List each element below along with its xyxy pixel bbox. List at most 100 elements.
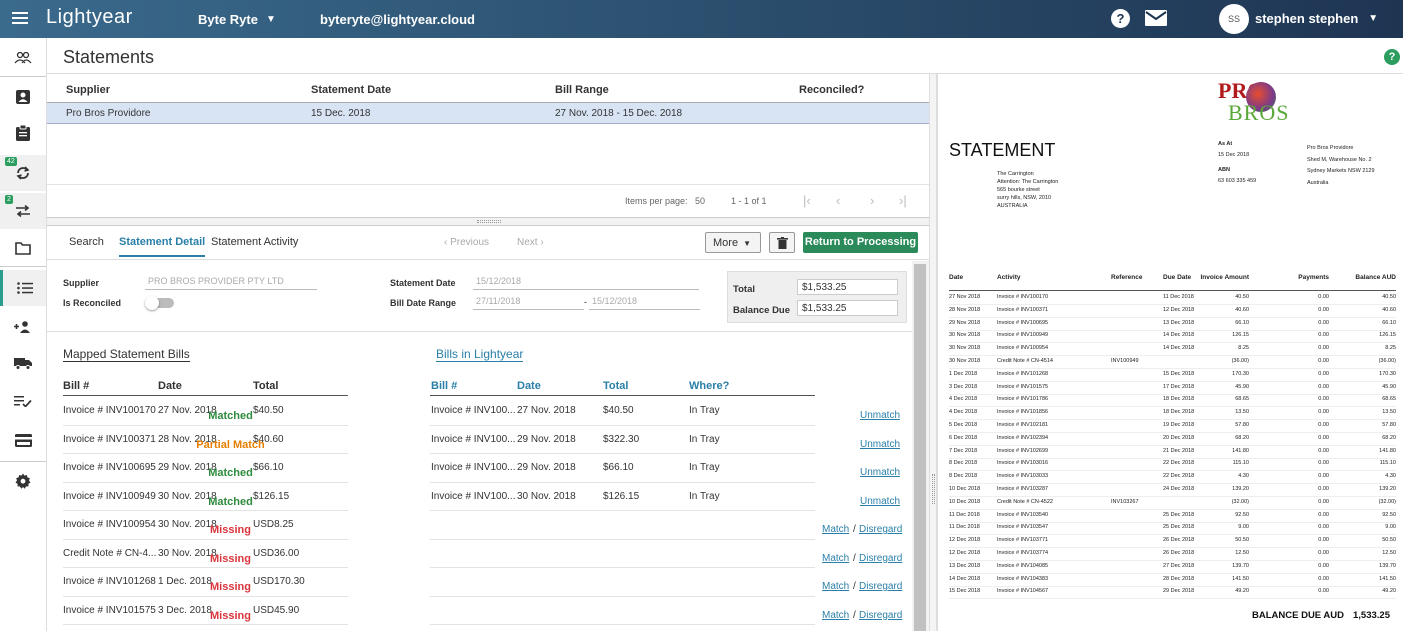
doc-col-header: Date	[949, 274, 964, 281]
contacts-icon[interactable]	[0, 40, 46, 76]
chevron-down-icon: ▼	[1368, 13, 1379, 24]
doc-cell: 27 Dec 2018	[1163, 562, 1195, 569]
avatar[interactable]: SS	[1219, 4, 1249, 34]
scrollbar[interactable]	[912, 261, 929, 631]
chevron-left-icon: ‹	[444, 237, 451, 248]
disregard-link[interactable]: Disregard	[859, 581, 903, 592]
unmatch-link[interactable]: Unmatch	[860, 495, 901, 507]
lightyear-bills-title[interactable]: Bills in Lightyear	[436, 347, 524, 362]
table-row[interactable]: Pro Bros Providore 15 Dec. 2018 27 Nov. …	[47, 103, 929, 124]
row-range: 27 Nov. 2018 - 15 Dec. 2018	[555, 108, 683, 119]
delete-button[interactable]	[769, 232, 795, 253]
ly-bill-where: In Tray	[689, 462, 720, 473]
items-per-page-select[interactable]: 50	[695, 196, 706, 206]
match-status: Matched	[208, 467, 253, 479]
match-link[interactable]: Match	[822, 524, 850, 535]
disregard-link[interactable]: Disregard	[859, 609, 903, 621]
supplier-field[interactable]: PRO BROS PROVIDER PTY LTD	[145, 276, 317, 290]
disregard-link[interactable]: Disregard	[859, 552, 903, 564]
clipboard-icon[interactable]	[0, 115, 46, 151]
menu-icon[interactable]	[12, 11, 28, 25]
unmatch-link[interactable]: Unmatch	[860, 467, 901, 478]
doc-cell: 13 Dec 2018	[1163, 319, 1195, 326]
splitter-handle[interactable]	[47, 218, 929, 226]
ly-col-bill: Bill #	[431, 380, 458, 392]
mapped-col-total: Total	[253, 380, 279, 392]
prev-page-icon[interactable]: ‹	[836, 193, 841, 208]
doc-cell: 10 Dec 2018	[949, 486, 981, 492]
mapped-bill-date: 29 Nov. 2018	[158, 462, 217, 473]
doc-cell: 139.70	[1232, 562, 1249, 569]
checklist-icon[interactable]	[0, 383, 46, 419]
reconciled-toggle[interactable]	[145, 296, 174, 310]
doc-cell: 13 Dec 2018	[949, 562, 981, 569]
pane-divider[interactable]	[929, 74, 937, 631]
app-logo[interactable]: Lightyear	[46, 6, 133, 28]
doc-cell: 92.50	[1235, 511, 1249, 518]
mail-icon[interactable]	[1145, 10, 1167, 26]
doc-cell: 0.00	[1318, 511, 1329, 518]
match-link[interactable]: Match	[822, 552, 850, 564]
ly-bill-total: $40.50	[603, 405, 634, 416]
doc-cell: 24 Dec 2018	[1163, 486, 1195, 492]
doc-cell: 170.30	[1232, 370, 1249, 377]
to-line: The Carrington	[997, 171, 1034, 177]
disregard-link[interactable]: Disregard	[859, 524, 903, 535]
doc-cell: 68.20	[1235, 434, 1249, 441]
doc-cell: Invoice # INV102394	[997, 434, 1049, 441]
from-line: Australia	[1307, 179, 1329, 186]
help-icon[interactable]: ?	[1111, 9, 1130, 28]
next-button[interactable]: Next ›	[517, 237, 544, 248]
doc-cell: 139.20	[1379, 486, 1396, 492]
user-menu[interactable]: stephen stephen ▼	[1255, 11, 1378, 26]
last-page-icon[interactable]: ›|	[899, 193, 907, 208]
doc-cell: 22 Dec 2018	[1163, 473, 1195, 480]
tab-statement-activity[interactable]: Statement Activity	[211, 236, 299, 248]
col-statement-date[interactable]: Statement Date	[311, 84, 392, 96]
org-switcher[interactable]: Byte Ryte ▼	[198, 12, 276, 27]
sync-icon[interactable]: 42	[0, 155, 46, 191]
doc-cell: 40.60	[1382, 306, 1396, 313]
col-reconciled[interactable]: Reconciled?	[799, 84, 865, 96]
truck-icon[interactable]	[0, 345, 46, 381]
left-nav: 42 2	[0, 38, 47, 631]
first-page-icon[interactable]: |‹	[803, 193, 811, 208]
doc-cell: 126.15	[1379, 332, 1396, 339]
doc-cell: 92.50	[1382, 511, 1396, 518]
mapped-bill-date: 30 Nov. 2018	[158, 519, 217, 530]
ly-bill-where: In Tray	[689, 405, 720, 416]
range-from-field[interactable]: 27/11/2018	[473, 296, 584, 310]
transfer-icon[interactable]: 2	[0, 193, 46, 229]
doc-cell: 40.50	[1235, 294, 1249, 300]
doc-cell: 0.00	[1318, 537, 1329, 544]
mapped-bill-date: 3 Dec. 2018	[158, 604, 212, 616]
unmatch-link[interactable]: Unmatch	[860, 410, 901, 421]
match-link[interactable]: Match	[822, 581, 850, 592]
top-bar: Lightyear Byte Ryte ▼ byteryte@lightyear…	[0, 0, 1403, 38]
return-to-processing-button[interactable]: Return to Processing	[803, 232, 918, 253]
statements-list-icon[interactable]	[0, 270, 46, 306]
col-supplier[interactable]: Supplier	[66, 84, 111, 96]
credit-card-icon[interactable]	[0, 422, 46, 458]
add-user-icon[interactable]	[0, 309, 46, 345]
range-to-field[interactable]: 15/12/2018	[589, 296, 700, 310]
previous-label: Previous	[450, 237, 490, 248]
account-box-icon[interactable]	[0, 79, 46, 115]
tab-search[interactable]: Search	[69, 236, 104, 248]
ly-bill-number: Invoice # INV100...	[431, 490, 516, 502]
to-line: AUSTRALIA	[997, 203, 1028, 209]
match-link[interactable]: Match	[822, 609, 850, 621]
doc-cell: 66.10	[1382, 319, 1396, 326]
tab-statement-detail[interactable]: Statement Detail	[119, 236, 206, 257]
previous-button[interactable]: ‹ Previous	[444, 237, 489, 248]
total-value: $1,533.25	[797, 279, 898, 295]
folder-icon[interactable]	[0, 230, 46, 266]
col-bill-range[interactable]: Bill Range	[555, 84, 609, 96]
statement-date-field[interactable]: 15/12/2018	[473, 276, 699, 290]
gear-icon[interactable]	[0, 463, 46, 499]
more-button[interactable]: More ▼	[705, 232, 761, 253]
doc-cell: 4 Dec 2018	[949, 396, 978, 403]
next-page-icon[interactable]: ›	[870, 193, 875, 208]
unmatch-link[interactable]: Unmatch	[860, 438, 901, 450]
help-icon[interactable]: ?	[1384, 49, 1400, 65]
